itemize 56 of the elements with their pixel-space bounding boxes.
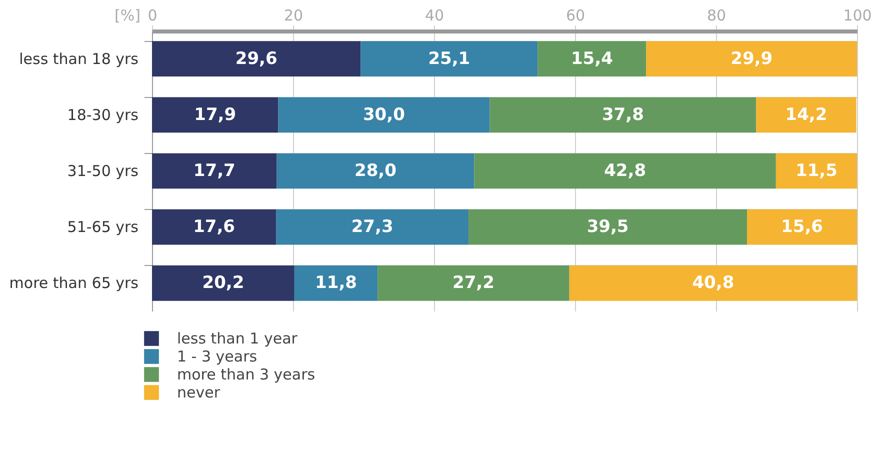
bar: [756, 97, 856, 133]
data-label: 11,5: [795, 161, 838, 181]
x-axis-title: [%]: [114, 6, 140, 24]
bar: [538, 41, 646, 76]
legend-label: less than 1 year: [177, 330, 298, 348]
data-label: 42,8: [604, 161, 646, 181]
data-label: 28,0: [354, 161, 397, 181]
data-label: 29,9: [730, 48, 773, 69]
bar: [152, 266, 294, 301]
data-label: 27,2: [452, 273, 494, 294]
bar: [776, 153, 857, 189]
data-label: 17,7: [193, 161, 236, 181]
data-label: 17,9: [194, 104, 236, 125]
data-label: 29,6: [235, 48, 278, 69]
x-tick-label: 40: [424, 6, 444, 24]
bar: [646, 41, 857, 76]
y-tick-label: 18-30 yrs: [67, 106, 139, 124]
data-label: 15,4: [570, 48, 614, 69]
data-label: 27,3: [351, 217, 394, 238]
legend-label: more than 3 years: [177, 366, 316, 384]
x-tick-label: 80: [706, 6, 726, 24]
x-tick-label: 60: [566, 6, 586, 24]
bar: [152, 153, 277, 189]
bar: [152, 209, 276, 245]
data-label: 20,2: [202, 273, 244, 294]
bar: [278, 97, 490, 133]
data-label: 15,6: [781, 217, 823, 238]
x-tick-label: 100: [843, 6, 872, 24]
bar: [152, 41, 361, 76]
bar: [378, 266, 570, 301]
bar: [360, 41, 538, 76]
x-tick-label: 20: [284, 6, 304, 24]
legend-label: 1 - 3 years: [177, 348, 258, 366]
data-label: 25,1: [428, 48, 470, 69]
x-tick-label: 0: [148, 6, 158, 24]
bar: [276, 209, 469, 245]
y-tick-label: more than 65 yrs: [9, 274, 139, 292]
bar: [468, 209, 748, 245]
data-label: 17,6: [193, 217, 236, 238]
data-label: 39,5: [586, 217, 629, 238]
data-label: 37,8: [602, 104, 644, 125]
bar: [474, 153, 776, 189]
data-label: 30,0: [362, 104, 406, 125]
bar: [294, 266, 378, 301]
y-tick-label: 31-50 yrs: [67, 162, 139, 180]
bar: [276, 153, 474, 189]
data-label: 11,8: [315, 273, 357, 294]
y-tick-label: less than 18 yrs: [19, 50, 139, 68]
y-tick-label: 51-65 yrs: [67, 218, 139, 236]
data-label: 14,2: [785, 104, 828, 125]
bar: [152, 97, 278, 133]
legend-label: never: [177, 384, 221, 402]
data-label: 40,8: [692, 273, 734, 294]
bar: [747, 209, 857, 245]
bar: [490, 97, 756, 133]
bar: [569, 266, 857, 301]
